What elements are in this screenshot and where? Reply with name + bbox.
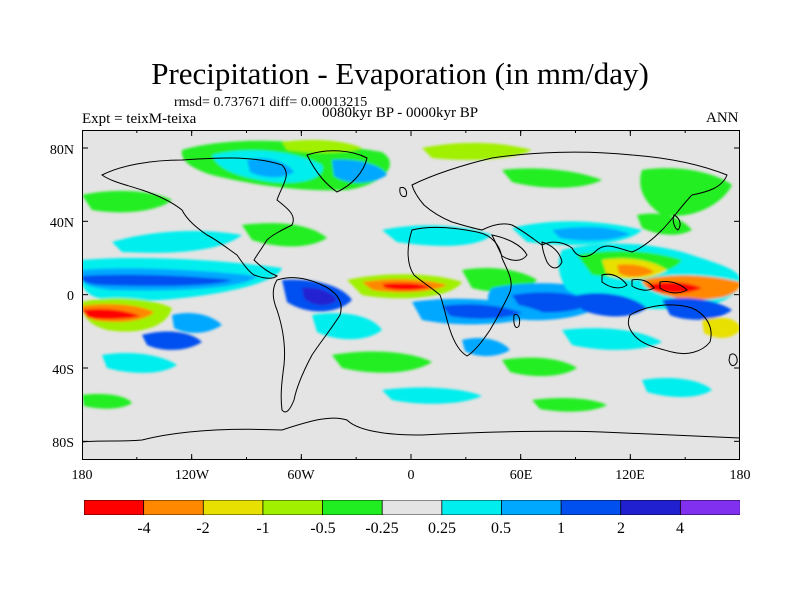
- stats-line: rmsd= 0.737671 diff= 0.00013215: [174, 95, 368, 110]
- contour-region: [382, 283, 432, 291]
- contour-region: [552, 226, 630, 241]
- map-frame: [82, 130, 740, 460]
- contour-map: [81, 130, 741, 461]
- contour-region: [577, 293, 647, 317]
- x-axis-label: 120E: [615, 468, 645, 483]
- y-axis-label: 80S: [52, 436, 74, 451]
- contour-region: [332, 351, 432, 373]
- colorbar-label: 1: [557, 520, 565, 537]
- contour-region: [512, 292, 594, 313]
- experiment-label: Expt = teixM-teixa: [82, 111, 197, 127]
- coastline: [728, 353, 738, 367]
- contour-region: [282, 140, 362, 153]
- colorbar-swatch: [560, 499, 622, 516]
- contour-region: [642, 378, 712, 397]
- coastline: [272, 277, 342, 413]
- colorbar-label: -0.5: [310, 520, 336, 537]
- y-axis-label: 0: [67, 289, 74, 304]
- contour-region: [422, 142, 532, 160]
- colorbar-swatch: [143, 499, 204, 516]
- colorbar-label: 4: [676, 520, 684, 537]
- map-plot-area: [81, 130, 741, 461]
- contour-region: [82, 393, 132, 409]
- coastline: [399, 187, 407, 197]
- contour-region: [640, 168, 732, 216]
- contour-region: [562, 328, 662, 350]
- colorbar-swatch: [620, 499, 682, 516]
- contour-fields: [82, 140, 740, 412]
- coastline: [659, 281, 688, 294]
- coastline: [601, 273, 628, 289]
- contour-region: [172, 313, 222, 333]
- colorbar-swatch: [381, 499, 443, 516]
- coastline: [627, 304, 712, 355]
- colorbar-label: 2: [617, 520, 625, 537]
- contour-region: [662, 298, 732, 320]
- coastline: [491, 234, 528, 261]
- x-axis-label: 60W: [287, 468, 315, 483]
- colorbar-label: -0.25: [365, 520, 399, 537]
- colorbar-label: 0.25: [428, 520, 456, 537]
- x-axis-label: 60E: [509, 468, 533, 483]
- contour-region: [532, 397, 607, 412]
- season-label: ANN: [706, 110, 739, 126]
- colorbar-swatch: [322, 499, 383, 516]
- contour-region: [302, 287, 337, 306]
- colorbar-swatch: [83, 499, 145, 516]
- contour-region: [247, 158, 294, 178]
- colorbar: [83, 499, 741, 516]
- contour-region: [462, 338, 510, 357]
- contour-region: [142, 331, 202, 350]
- coastline: [513, 314, 521, 329]
- contour-region: [102, 353, 177, 373]
- coastline: [411, 151, 728, 257]
- contour-region: [617, 264, 654, 277]
- colorbar-swatch: [441, 499, 503, 516]
- coastline: [672, 214, 681, 231]
- x-axis-label: 120W: [174, 468, 210, 483]
- colorbar-swatch: [202, 499, 264, 516]
- period-label: 0080kyr BP - 0000kyr BP: [322, 105, 479, 121]
- colorbar-label: -2: [196, 520, 210, 537]
- coastline: [306, 150, 368, 193]
- x-axis-label: 0: [407, 468, 415, 483]
- colorbar-label: -4: [137, 520, 151, 537]
- coastline: [101, 157, 294, 279]
- colorbar-swatch: [501, 499, 562, 516]
- contour-region: [82, 308, 140, 320]
- colorbar-label: -1: [256, 520, 270, 537]
- coastline: [541, 241, 563, 269]
- colorbar-swatch: [262, 499, 324, 516]
- contour-region: [82, 274, 232, 286]
- contour-region: [332, 159, 387, 183]
- coastline: [631, 279, 655, 291]
- contour-region: [502, 357, 577, 377]
- y-axis-label: 40N: [49, 216, 74, 231]
- colorbar-swatch: [679, 499, 741, 516]
- y-axis-label: 80N: [49, 143, 74, 158]
- contour-region: [312, 313, 382, 340]
- colorbar-label: 0.5: [491, 520, 511, 537]
- map-title: Precipitation - Evaporation (in mm/day): [151, 56, 649, 91]
- contour-region: [647, 282, 702, 294]
- contour-region: [502, 168, 602, 188]
- y-axis-label: 40S: [52, 363, 74, 378]
- x-axis-label: 180: [71, 468, 93, 483]
- contour-region: [242, 223, 327, 247]
- contour-region: [82, 190, 172, 213]
- x-axis-label: 180: [729, 468, 751, 483]
- contour-region: [382, 387, 482, 404]
- coastline: [407, 226, 512, 357]
